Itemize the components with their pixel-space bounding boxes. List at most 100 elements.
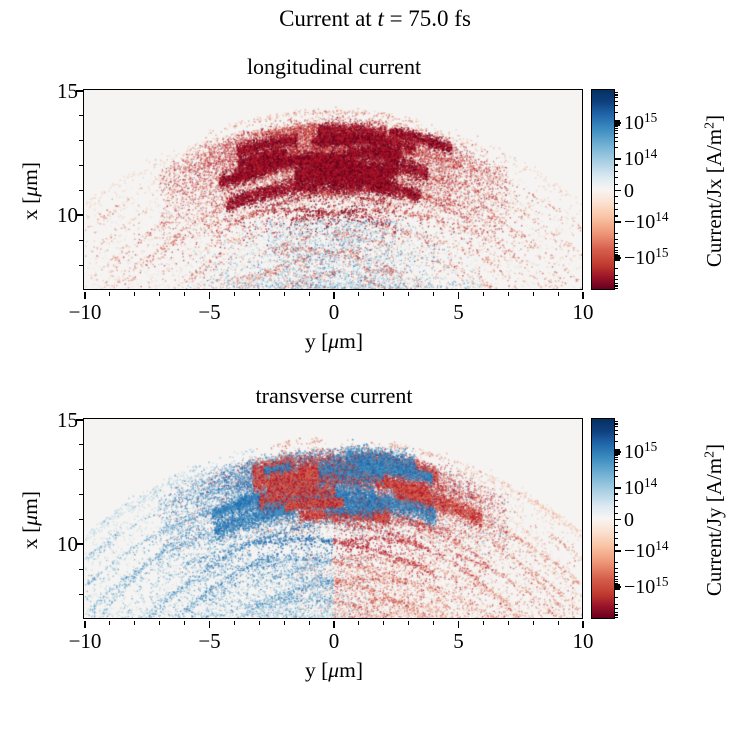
- colorbar-minor-tick: [614, 133, 618, 135]
- y-tick-label: 10: [57, 532, 78, 557]
- colorbar-minor-tick: [614, 147, 618, 149]
- colorbar-minor-tick: [614, 578, 618, 580]
- x-minor-tick: [433, 620, 435, 625]
- figure-title-post: = 75.0 fs: [383, 6, 471, 31]
- y-major-tick: [76, 543, 84, 546]
- colorbar-minor-tick: [614, 583, 618, 585]
- x-minor-tick: [134, 620, 136, 625]
- colorbar-tick-mantissa: 10: [624, 147, 644, 170]
- y-minor-tick: [79, 239, 84, 241]
- colorbar-minor-tick: [614, 164, 618, 166]
- colorbar-minor-tick: [614, 454, 618, 456]
- colorbar-major-tick: [614, 189, 621, 192]
- x-minor-tick: [159, 620, 161, 625]
- colorbar-major-tick: [614, 550, 621, 553]
- x-minor-tick: [507, 291, 509, 296]
- y-minor-tick: [79, 518, 84, 521]
- colorbar-emphasis-tick: [614, 449, 620, 455]
- colorbar-minor-tick: [614, 238, 618, 240]
- x-minor-tick: [184, 620, 186, 625]
- x-tick-label: −5: [198, 299, 221, 324]
- colorbar-minor-tick: [614, 127, 618, 129]
- colorbar-minor-tick: [614, 105, 618, 107]
- colorbar-minor-tick: [614, 429, 618, 431]
- colorbar-longitudinal: [590, 89, 615, 291]
- colorbar-minor-tick: [614, 456, 618, 458]
- colorbar-minor-tick: [614, 608, 618, 610]
- colorbar-gradient-transverse: [591, 419, 614, 619]
- x-minor-tick: [383, 620, 385, 625]
- x-minor-tick: [408, 620, 410, 625]
- colorbar-minor-tick: [614, 603, 618, 605]
- colorbar-minor-tick: [614, 538, 618, 540]
- colorbar-minor-tick: [614, 123, 618, 126]
- colorbar-minor-tick: [614, 249, 618, 251]
- colorbar-minor-tick: [614, 584, 618, 587]
- colorbar-tick-exponent: 14: [655, 538, 669, 554]
- colorbar-minor-tick: [614, 196, 618, 198]
- x-tick-label: 0: [328, 628, 340, 653]
- y-axis-label-longitudinal: x [μm]: [18, 161, 42, 220]
- colorbar-minor-tick: [614, 421, 618, 423]
- colorbar-tick-exponent: 15: [655, 244, 669, 260]
- x-tick-label: 10: [572, 628, 594, 653]
- colorbar-minor-tick: [614, 597, 618, 599]
- colorbar-label-transverse: Current/Jy [A/m2]: [701, 443, 726, 596]
- colorbar-minor-tick: [614, 97, 618, 99]
- x-minor-tick: [557, 620, 559, 625]
- y-major-tick: [76, 90, 84, 92]
- x-major-tick: [582, 620, 584, 628]
- figure-title: Current at t = 75.0 fs: [0, 6, 750, 32]
- colorbar-minor-tick: [614, 426, 618, 428]
- y-major-tick: [76, 419, 84, 421]
- x-major-tick: [84, 620, 86, 628]
- x-major-tick: [333, 620, 335, 628]
- colorbar-tick-mantissa: −10: [624, 576, 656, 599]
- colorbar-label-longitudinal: Current/Jx [A/m2]: [701, 114, 726, 267]
- x-minor-tick: [258, 291, 260, 296]
- subplot-title-longitudinal: longitudinal current: [246, 54, 422, 79]
- y-minor-tick: [79, 593, 84, 595]
- x-tick-label: 5: [453, 628, 464, 653]
- colorbar-minor-tick: [614, 136, 618, 138]
- colorbar-tick-mantissa: −10: [624, 211, 656, 234]
- colorbar-minor-tick: [614, 506, 618, 508]
- figure-title-pre: Current at: [279, 6, 378, 31]
- y-minor-tick: [79, 494, 84, 496]
- y-minor-tick: [79, 264, 84, 266]
- colorbar-tick-exponent: 14: [644, 145, 658, 161]
- colorbar-minor-tick: [614, 130, 618, 132]
- colorbar-tick-label: 1014: [624, 146, 657, 172]
- colorbar-minor-tick: [614, 282, 618, 284]
- x-tick-label: 5: [453, 299, 464, 324]
- colorbar-tick-mantissa: −10: [624, 540, 656, 563]
- x-minor-tick: [283, 620, 285, 625]
- x-tick-label: −10: [68, 299, 102, 324]
- colorbar-minor-tick: [614, 268, 618, 270]
- x-minor-tick: [358, 291, 360, 296]
- colorbar-major-tick: [614, 518, 621, 521]
- y-minor-tick: [79, 469, 84, 471]
- x-minor-tick: [109, 620, 111, 625]
- x-minor-tick: [482, 620, 484, 625]
- colorbar-tick-label: 1015: [624, 439, 657, 465]
- colorbar-tick-label: −1014: [624, 209, 668, 235]
- colorbar-tick-mantissa: 0: [624, 508, 634, 531]
- colorbar-minor-tick: [614, 170, 618, 172]
- figure-title-var: t: [377, 6, 384, 31]
- x-axis-label-transverse: y [μm]: [305, 658, 363, 682]
- subplot-title-transverse: transverse current: [255, 383, 413, 408]
- colorbar-minor-tick: [614, 462, 618, 464]
- colorbar-minor-tick: [614, 525, 618, 527]
- colorbar-tick-label: −1014: [624, 538, 668, 564]
- x-minor-tick: [283, 291, 285, 296]
- colorbar-minor-tick: [614, 572, 618, 574]
- colorbar-minor-tick: [614, 470, 618, 472]
- colorbar-tick-mantissa: 10: [624, 440, 644, 463]
- plot-area-transverse: [83, 418, 584, 620]
- colorbar-tick-label: −1015: [624, 574, 668, 600]
- colorbar-minor-tick: [614, 434, 618, 436]
- y-tick-label: 10: [57, 203, 78, 228]
- y-minor-tick: [79, 115, 84, 117]
- x-minor-tick: [433, 291, 435, 296]
